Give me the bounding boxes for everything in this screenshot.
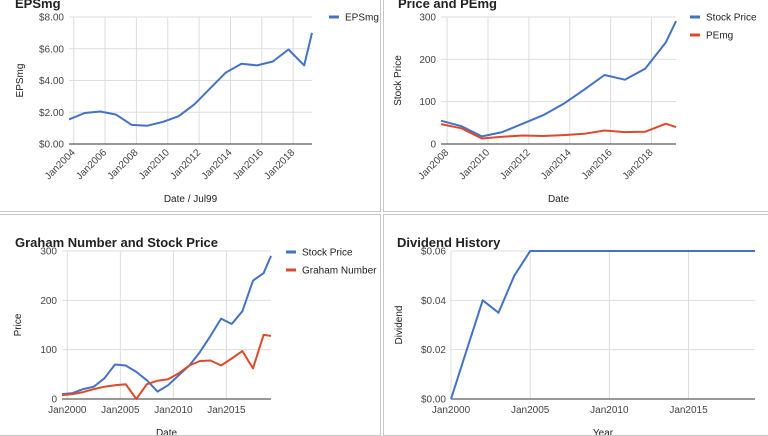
x-tick-label: Jan2010 [137, 147, 172, 182]
price-pe-chart-panel: Price and PEmg 0 100 200 300 Jan2008 Jan2010 Ja… [383, 0, 768, 212]
x-tick-label: Jan2005 [511, 405, 550, 416]
y-tick-label: 300 [40, 247, 57, 258]
x-tick-label: Jan2006 [74, 147, 109, 182]
legend-label: PEmg [706, 31, 733, 42]
chart-title: Dividend History [397, 235, 501, 250]
x-tick-label: Jan2018 [621, 147, 656, 182]
eps-chart: EPSmg$0.00$2.00$4.00$6.00$8.00Jan2004Jan… [15, 0, 379, 205]
x-tick-label: Jan2016 [231, 147, 266, 182]
x-axis-label: Date / Jul99 [164, 194, 218, 205]
y-axis-label: EPSmg [15, 64, 26, 98]
x-tick-label: Jan2010 [457, 147, 492, 182]
x-tick-label: Jan2016 [580, 147, 615, 182]
y-tick-label: $0.02 [421, 345, 446, 356]
y-tick-label: 300 [419, 13, 436, 24]
y-tick-label: 200 [419, 55, 436, 66]
y-axis-label: Price [13, 313, 24, 336]
x-tick-label: Jan2000 [432, 405, 471, 416]
x-tick-label: Jan2005 [101, 405, 140, 416]
y-tick-label: $6.00 [39, 44, 64, 55]
x-tick-label: Jan2004 [43, 147, 78, 182]
x-tick-label: Jan2008 [416, 147, 451, 182]
series-line-1 [61, 333, 272, 400]
y-tick-label: $4.00 [39, 76, 64, 87]
x-tick-label: Jan2008 [106, 147, 141, 182]
chart-title: EPSmg [15, 0, 61, 11]
legend-label: Stock Price [706, 13, 757, 24]
y-tick-label: 0 [51, 395, 57, 406]
x-tick-label: Jan2018 [262, 147, 297, 182]
y-axis-label: Dividend [394, 306, 405, 345]
dividend-chart-panel: Dividend History $0.00 $0.02 $0.04 $0.06 Jan2… [383, 214, 768, 436]
chart-title: Graham Number and Stock Price [15, 235, 218, 250]
x-tick-label: Jan2000 [48, 405, 87, 416]
x-tick-label: Jan2014 [539, 147, 574, 182]
y-tick-label: $0.00 [39, 140, 64, 151]
eps-chart-panel: EPSmg $0.00 $2.00 $4.00 $6.00 $8.00 Jan2004 Jan… [0, 0, 381, 212]
y-tick-label: 0 [430, 140, 436, 151]
graham-chart-panel: Graham Number and Stock Price 0 100 200 300 J… [0, 214, 381, 436]
y-tick-label: 100 [40, 345, 57, 356]
series-line-0 [61, 255, 272, 396]
x-tick-label: Jan2010 [590, 405, 629, 416]
x-tick-label: Jan2012 [168, 147, 203, 182]
x-tick-label: Jan2015 [207, 405, 246, 416]
x-tick-label: Jan2010 [154, 405, 193, 416]
legend-label: EPSmg [345, 13, 379, 24]
y-tick-label: $0.00 [421, 395, 446, 406]
x-tick-label: Jan2015 [669, 405, 708, 416]
x-axis-label: Date [548, 194, 570, 205]
dividend-chart: Dividend History $0.00 $0.02 $0.04 $0.06 Jan2… [394, 235, 755, 436]
series-line-0 [440, 20, 677, 138]
series-line-0 [450, 250, 755, 400]
graham-chart: Graham Number and Stock Price 0 100 200 300 J… [13, 235, 377, 436]
legend-label: Graham Number [302, 266, 377, 277]
y-tick-label: 200 [40, 296, 57, 307]
y-axis-label: Stock Price [393, 55, 404, 106]
chart-title: Price and PEmg [398, 0, 497, 11]
y-tick-label: $2.00 [39, 108, 64, 119]
y-tick-label: $8.00 [39, 13, 64, 24]
x-tick-label: Jan2012 [498, 147, 533, 182]
legend-label: Stock Price [302, 248, 353, 259]
series-line-1 [440, 122, 677, 140]
y-tick-label: 100 [419, 97, 436, 108]
series-line-0 [68, 32, 313, 127]
x-tick-label: Jan2014 [200, 147, 235, 182]
x-axis-label: Date [156, 428, 178, 436]
y-tick-label: $0.04 [421, 296, 446, 307]
y-tick-label: $0.06 [421, 247, 446, 258]
x-axis-label: Year [593, 428, 614, 436]
